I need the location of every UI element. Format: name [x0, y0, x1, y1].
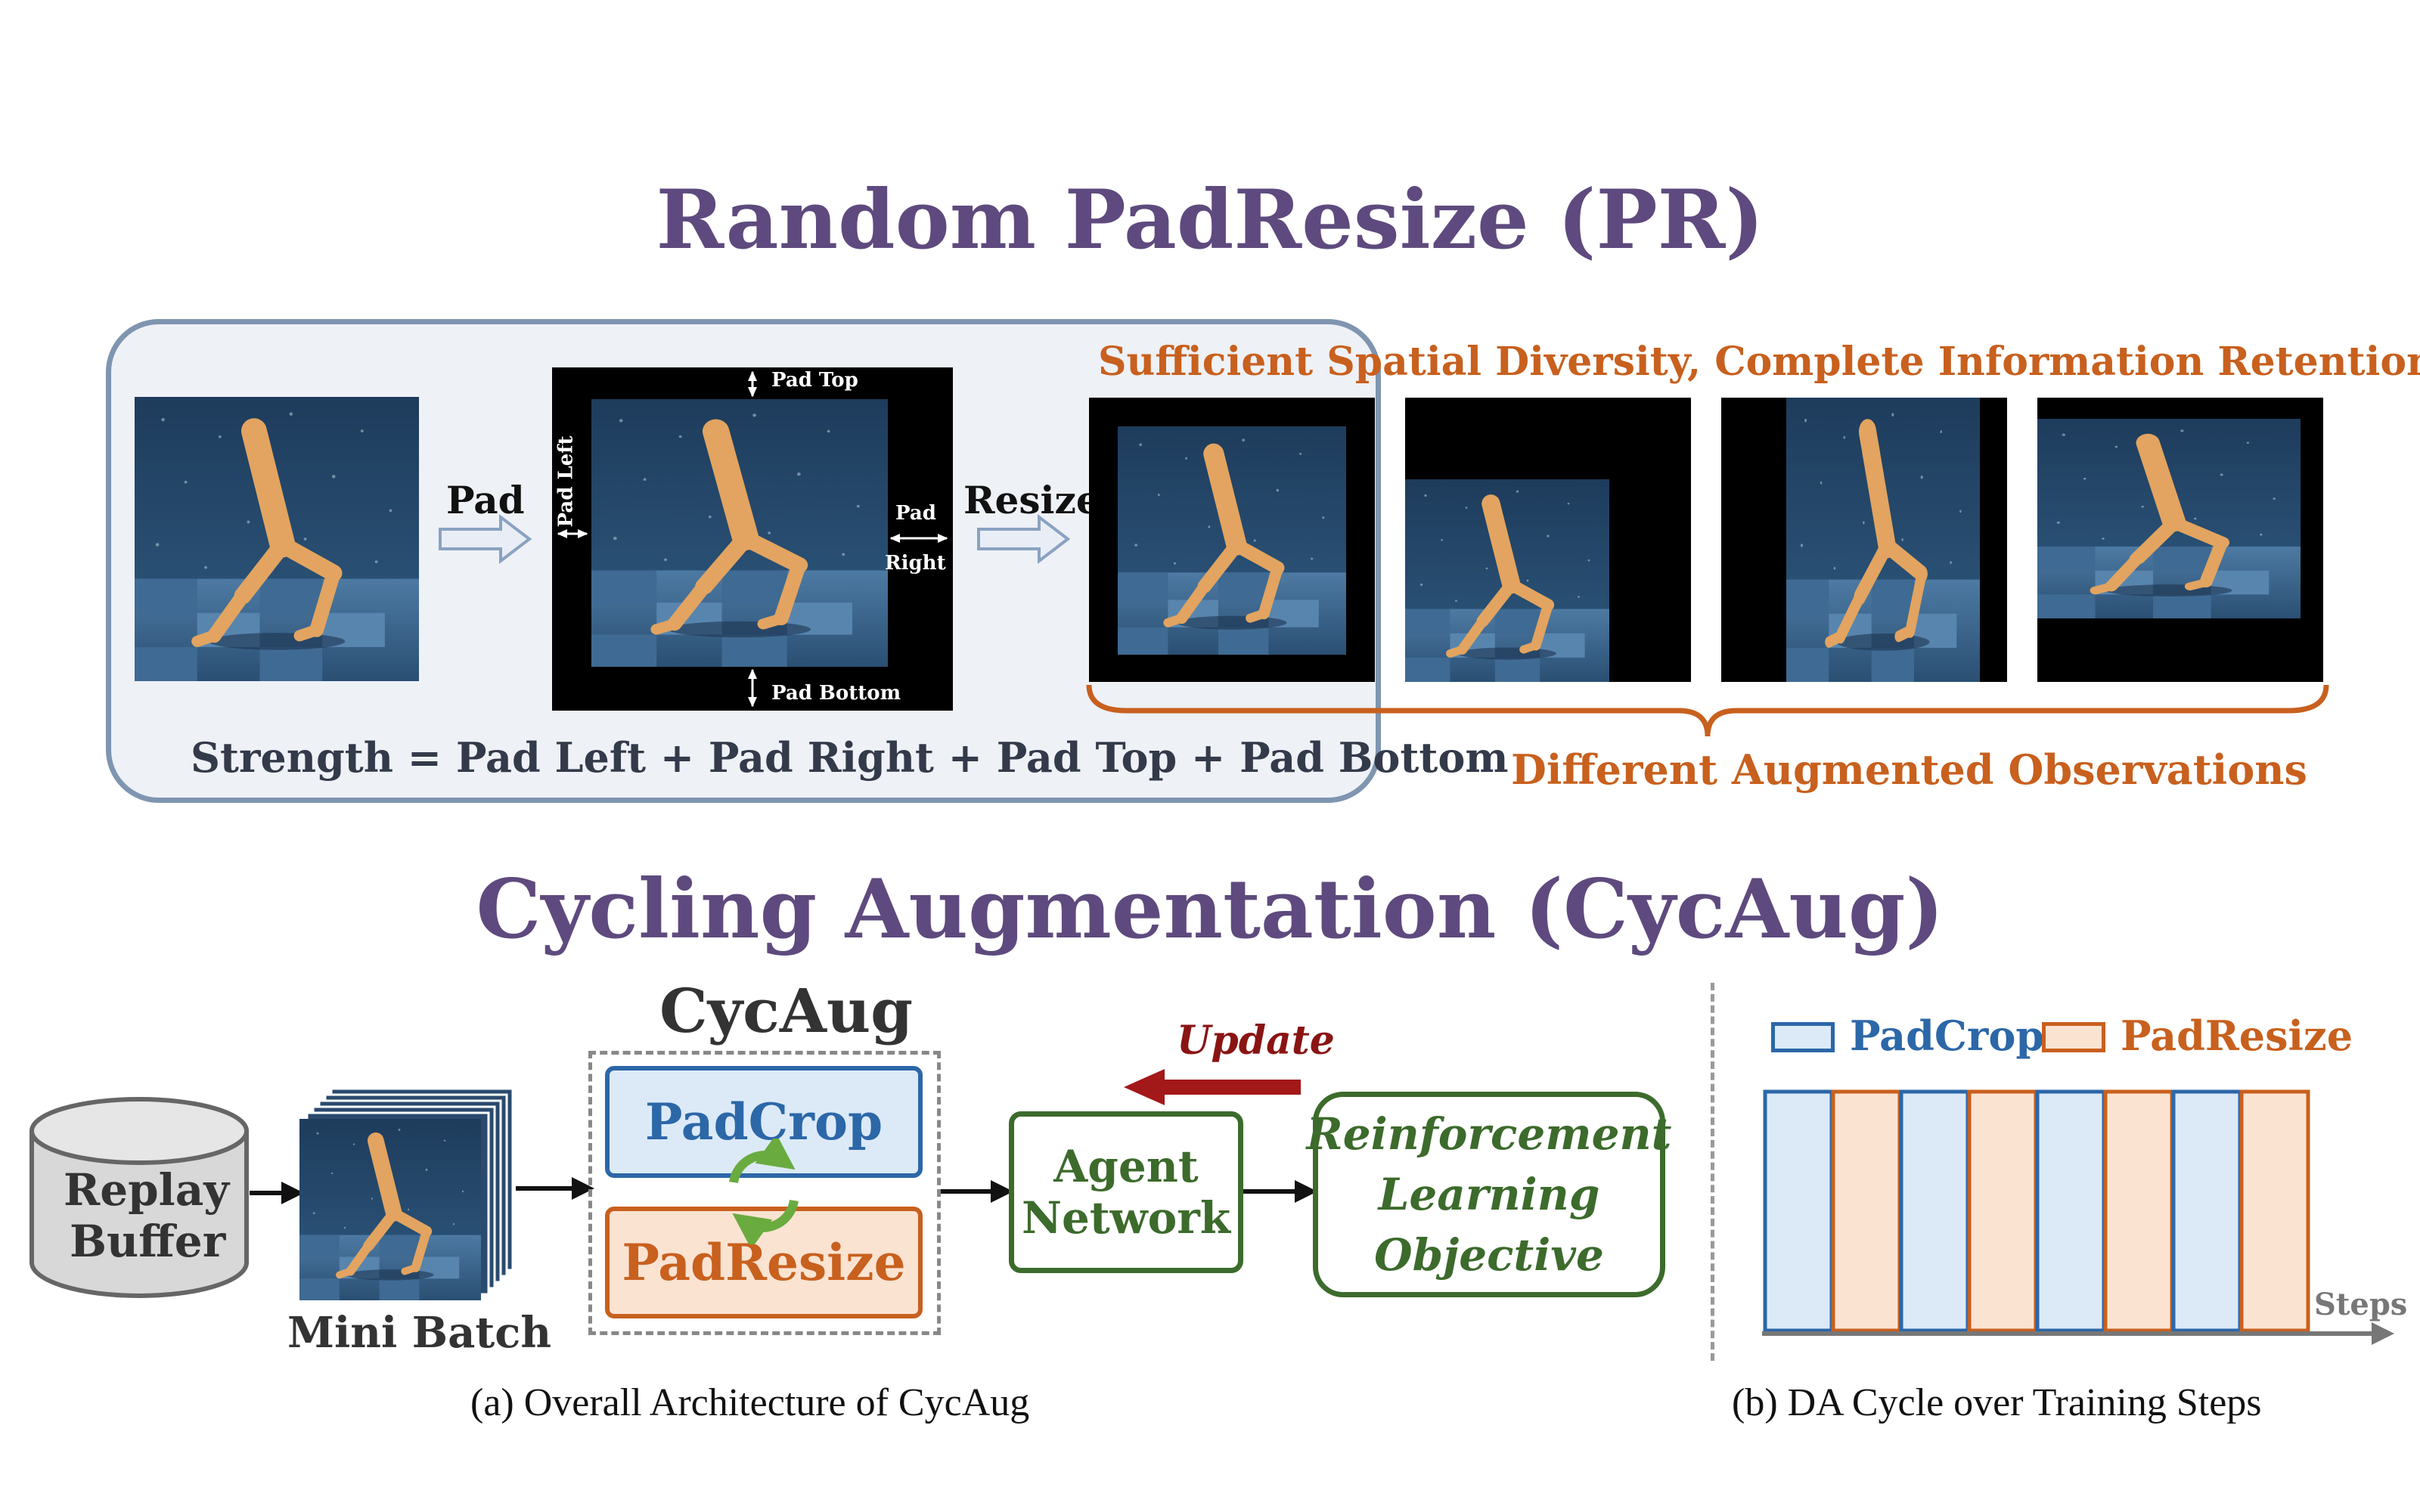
augmented-brace: [1086, 684, 2329, 737]
original-observation: [135, 397, 419, 681]
resize-arrow: [977, 513, 1071, 565]
pipeline-arrows: [250, 1177, 1317, 1204]
cycle-bar-padresize: [1967, 1089, 2038, 1333]
cycle-arrows-icon: [729, 1139, 799, 1244]
agent-network-block: Agent Network: [1009, 1111, 1243, 1273]
rl-objective-label-3: Objective: [1374, 1229, 1604, 1281]
pad-right-label-2: Right: [885, 552, 946, 575]
cycaug-title: Cycling Augmentation (CycAug): [476, 862, 1944, 957]
cycle-bar-padcrop: [1899, 1089, 1970, 1333]
cycle-bar-padresize: [2239, 1089, 2310, 1333]
agent-network-label-2: Network: [1021, 1192, 1231, 1244]
steps-label: Steps: [2314, 1287, 2408, 1322]
augmented-observation-2: [1405, 398, 1691, 682]
caption-a: (a) Overall Architecture of CycAug: [470, 1381, 1030, 1424]
pad-left-label: Pad Left: [554, 435, 578, 528]
pad-top-label: Pad Top: [771, 369, 858, 392]
replay-buffer-label-1: Replay: [64, 1164, 229, 1216]
augmented-observation-1: [1089, 398, 1375, 682]
augmented-observation-4: [2037, 398, 2323, 682]
caption-b: (b) DA Cycle over Training Steps: [1732, 1381, 2262, 1424]
rl-objective-block: Reinforcement Learning Objective: [1307, 1092, 1671, 1297]
legend-padresize-label: PadResize: [2121, 1012, 2353, 1060]
cycaug-module-frame: [588, 1051, 941, 1335]
section-divider: [1711, 983, 1714, 1361]
agent-network-label-1: Agent: [1053, 1141, 1199, 1192]
rl-objective-label-2: Learning: [1378, 1169, 1600, 1220]
mini-batch-stack: [296, 1087, 514, 1305]
padded-observation: [552, 367, 953, 711]
strength-formula: Strength = Pad Left + Pad Right + Pad To…: [191, 733, 1509, 782]
cycaug-module-title: CycAug: [659, 975, 914, 1046]
pad-arrow: [439, 513, 532, 565]
resize-label: Resize: [963, 478, 1100, 522]
update-label: Update: [1177, 1018, 1335, 1064]
diversity-heading: Sufficient Spatial Diversity, Complete I…: [1098, 339, 2420, 385]
rl-objective-label-1: Reinforcement: [1306, 1108, 1672, 1160]
mini-batch-label: Mini Batch: [287, 1308, 552, 1358]
augmented-observation-3: [1721, 398, 2007, 682]
pad-bottom-label: Pad Bottom: [771, 682, 901, 705]
cycle-bar-padresize: [1831, 1089, 1902, 1333]
update-arrow: [1124, 1069, 1301, 1105]
cycle-bar-padcrop: [2171, 1089, 2242, 1333]
replay-buffer-cylinder: [29, 1097, 249, 1298]
legend-padcrop-label: PadCrop: [1850, 1012, 2045, 1060]
pad-label: Pad: [446, 478, 525, 522]
cycle-bar-padcrop: [2035, 1089, 2106, 1333]
augmented-label: Different Augmented Observations: [1511, 745, 2307, 794]
legend-padresize-swatch: [2042, 1022, 2105, 1052]
cycle-bar-padresize: [2103, 1089, 2174, 1333]
replay-buffer-label-2: Buffer: [70, 1216, 226, 1267]
pad-right-label-1: Pad: [895, 502, 936, 525]
cycle-bar-padcrop: [1763, 1089, 1834, 1333]
da-cycle-chart: [1762, 1089, 2394, 1345]
pr-title: Random PadResize (PR): [656, 172, 1764, 268]
legend-padcrop-swatch: [1771, 1022, 1835, 1052]
